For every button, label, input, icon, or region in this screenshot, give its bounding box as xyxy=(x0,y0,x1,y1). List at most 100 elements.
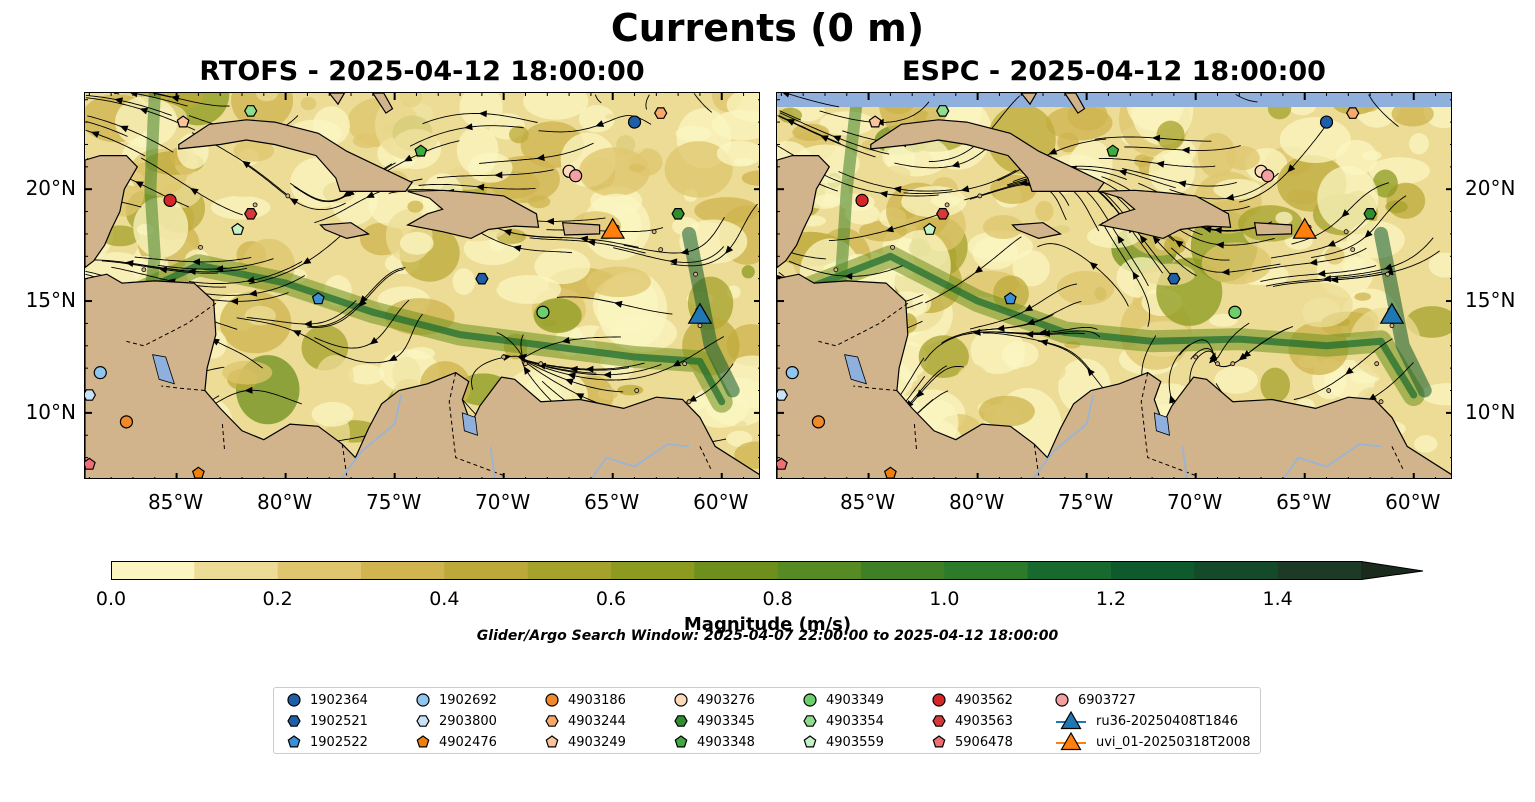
legend-label: ru36-20250408T1846 xyxy=(1096,713,1239,729)
platform-marker-4903349 xyxy=(536,305,550,319)
lake xyxy=(844,354,868,385)
small-island xyxy=(1343,229,1349,235)
flow-arrow xyxy=(879,190,888,198)
legend-item: 4903562 xyxy=(931,690,1013,710)
flow-arrow xyxy=(230,297,239,305)
colorbar-bin xyxy=(444,561,529,580)
streamline xyxy=(645,94,650,110)
legend-item: 4903349 xyxy=(802,690,884,710)
flow-arrow xyxy=(569,365,578,373)
legend-label: 4903244 xyxy=(568,713,626,729)
river xyxy=(1181,446,1188,478)
country-border xyxy=(1033,444,1040,476)
legend-marker-6903727 xyxy=(1055,693,1069,707)
colorbar-tick-label: 0.2 xyxy=(262,588,293,610)
flow-arrow xyxy=(90,131,100,138)
legend-marker xyxy=(416,715,430,727)
legend-marker-4903345 xyxy=(674,715,688,727)
streamline xyxy=(777,145,796,157)
colorbar-tick-label: 0.4 xyxy=(429,588,460,610)
small-island xyxy=(1385,271,1390,277)
flow-arrow xyxy=(342,190,352,198)
legend-label: 4903559 xyxy=(826,734,884,750)
flow-arrow xyxy=(1089,261,1098,270)
platform-marker-4903186 xyxy=(119,415,134,429)
legend-item: 4903559 xyxy=(802,732,884,752)
river xyxy=(591,443,690,478)
platform-legend: 1902364 1902521 1902522 1902692 2903800 49024… xyxy=(273,687,1261,754)
flow-arrow xyxy=(996,324,1005,332)
flow-arrow xyxy=(403,154,413,162)
legend-label: 1902521 xyxy=(310,713,368,729)
flow-arrow xyxy=(1341,209,1350,218)
rtofs-y-tick-label: 10°N xyxy=(25,399,76,424)
espc-x-tick-label: 70°W xyxy=(1167,490,1223,514)
country-border xyxy=(448,372,504,476)
espc-y-tick-label: 15°N xyxy=(1465,288,1516,313)
flow-arrow xyxy=(187,268,196,275)
country-border xyxy=(161,385,205,391)
platform-marker-1902521 xyxy=(475,272,489,285)
legend-label: 4903348 xyxy=(697,734,755,750)
platform-marker-4903345 xyxy=(1363,207,1377,220)
legend-marker xyxy=(287,693,301,707)
flow-arrow xyxy=(1118,169,1128,176)
legend-marker-1902522 xyxy=(287,735,301,748)
rtofs-y-tick-label: 20°N xyxy=(25,176,76,201)
platform-marker-1902692 xyxy=(785,366,799,380)
map-ticks xyxy=(85,93,759,478)
small-island xyxy=(693,271,698,277)
legend-marker xyxy=(932,715,946,727)
platform-marker-1902522 xyxy=(1003,292,1017,305)
flow-arrow xyxy=(1174,240,1184,248)
streamline xyxy=(85,121,128,137)
flow-arrow xyxy=(1181,146,1190,154)
landmass xyxy=(85,273,759,478)
platform-marker-uvi_01-20250318T2008 xyxy=(1292,217,1318,239)
flow-arrow xyxy=(1322,275,1332,283)
platform-marker-6903727 xyxy=(569,169,583,183)
flow-arrow xyxy=(1225,193,1235,201)
rtofs-x-tick-label: 80°W xyxy=(256,490,313,514)
platform-marker-5906478 xyxy=(777,457,788,470)
lake xyxy=(152,354,176,385)
streamline xyxy=(134,93,188,107)
flow-arrow xyxy=(135,181,144,188)
rtofs-panel-title: RTOFS - 2025-04-12 18:00:00 xyxy=(199,56,645,87)
flow-arrow xyxy=(1039,339,1049,346)
platform-marker-4903244 xyxy=(1346,107,1360,119)
legend-item: 6903727 xyxy=(1054,690,1136,710)
legend-label: 1902364 xyxy=(310,692,368,708)
colorbar-tick-label: 0.6 xyxy=(595,588,627,610)
flow-arrow xyxy=(130,93,138,98)
legend-marker-4902476 xyxy=(416,735,430,748)
flow-arrow xyxy=(820,135,829,142)
legend-marker-4903249 xyxy=(545,735,559,748)
flow-arrow xyxy=(1209,355,1218,364)
flow-arrow xyxy=(242,160,251,169)
platform-marker-4903345 xyxy=(671,207,685,220)
flow-arrow xyxy=(536,154,545,161)
legend-marker xyxy=(803,715,817,727)
flow-arrow xyxy=(725,245,734,254)
lake xyxy=(461,412,478,436)
small-island xyxy=(1193,354,1199,360)
legend-marker xyxy=(932,693,946,707)
legend-marker xyxy=(287,715,301,727)
flow-arrow xyxy=(1151,134,1161,142)
legend-label: 5906478 xyxy=(955,734,1013,750)
legend-label: 4903563 xyxy=(955,713,1013,729)
legend-marker xyxy=(674,735,688,748)
streamline xyxy=(779,110,801,121)
legend-marker xyxy=(1056,711,1086,730)
legend-marker xyxy=(674,715,688,727)
landmass xyxy=(405,189,540,240)
platform-marker-4903559 xyxy=(231,222,245,235)
legend-item: 4903186 xyxy=(544,690,626,710)
platform-marker-5906478 xyxy=(85,457,96,470)
legend-item: 4903249 xyxy=(544,732,626,752)
platform-marker-4903244 xyxy=(654,107,668,119)
streamline xyxy=(114,93,120,95)
flow-arrow xyxy=(190,187,199,196)
flow-arrow xyxy=(494,171,503,179)
